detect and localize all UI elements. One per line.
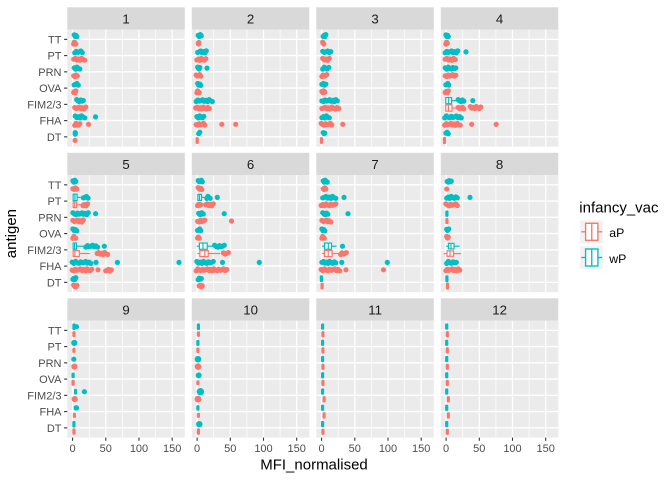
svg-text:5: 5	[122, 157, 129, 172]
svg-text:FIM2/3: FIM2/3	[27, 390, 61, 402]
svg-text:10: 10	[243, 302, 258, 317]
svg-text:PRN: PRN	[38, 67, 61, 79]
svg-text:2: 2	[247, 11, 254, 26]
svg-text:MFI_normalised: MFI_normalised	[260, 457, 368, 474]
svg-text:PRN: PRN	[38, 212, 61, 224]
svg-text:50: 50	[349, 443, 361, 455]
svg-text:50: 50	[473, 443, 485, 455]
svg-text:FHA: FHA	[40, 116, 63, 128]
svg-text:0: 0	[194, 443, 200, 455]
svg-text:OVA: OVA	[39, 374, 62, 386]
svg-text:infancy_vac: infancy_vac	[579, 200, 659, 217]
svg-text:OVA: OVA	[39, 83, 62, 95]
svg-text:OVA: OVA	[39, 229, 62, 241]
svg-text:TT: TT	[48, 180, 62, 192]
svg-text:100: 100	[503, 443, 521, 455]
svg-text:4: 4	[496, 11, 503, 26]
svg-text:TT: TT	[48, 325, 62, 337]
svg-text:0: 0	[319, 443, 325, 455]
svg-text:wP: wP	[608, 252, 626, 266]
svg-text:0: 0	[443, 443, 449, 455]
svg-text:FIM2/3: FIM2/3	[27, 245, 61, 257]
svg-text:aP: aP	[609, 226, 624, 240]
svg-text:DT: DT	[47, 423, 62, 435]
svg-text:150: 150	[288, 443, 306, 455]
svg-text:1: 1	[122, 11, 129, 26]
svg-text:FHA: FHA	[40, 261, 63, 273]
svg-text:PT: PT	[47, 342, 61, 354]
svg-text:100: 100	[130, 443, 148, 455]
svg-text:150: 150	[537, 443, 555, 455]
svg-text:3: 3	[371, 11, 378, 26]
svg-text:100: 100	[254, 443, 272, 455]
svg-text:DT: DT	[47, 132, 62, 144]
svg-text:50: 50	[100, 443, 112, 455]
svg-text:PT: PT	[47, 196, 61, 208]
svg-text:FHA: FHA	[40, 407, 63, 419]
svg-text:12: 12	[492, 302, 507, 317]
svg-text:PRN: PRN	[38, 358, 61, 370]
svg-text:8: 8	[496, 157, 503, 172]
svg-text:0: 0	[70, 443, 76, 455]
svg-text:100: 100	[379, 443, 397, 455]
svg-text:150: 150	[412, 443, 430, 455]
svg-text:9: 9	[122, 302, 129, 317]
svg-text:TT: TT	[48, 34, 62, 46]
svg-text:150: 150	[163, 443, 181, 455]
svg-text:7: 7	[371, 157, 378, 172]
svg-text:antigen: antigen	[3, 209, 20, 258]
svg-text:50: 50	[224, 443, 236, 455]
svg-text:PT: PT	[47, 51, 61, 63]
svg-text:DT: DT	[47, 277, 62, 289]
svg-text:6: 6	[247, 157, 254, 172]
svg-text:FIM2/3: FIM2/3	[27, 99, 61, 111]
svg-text:11: 11	[368, 302, 382, 317]
